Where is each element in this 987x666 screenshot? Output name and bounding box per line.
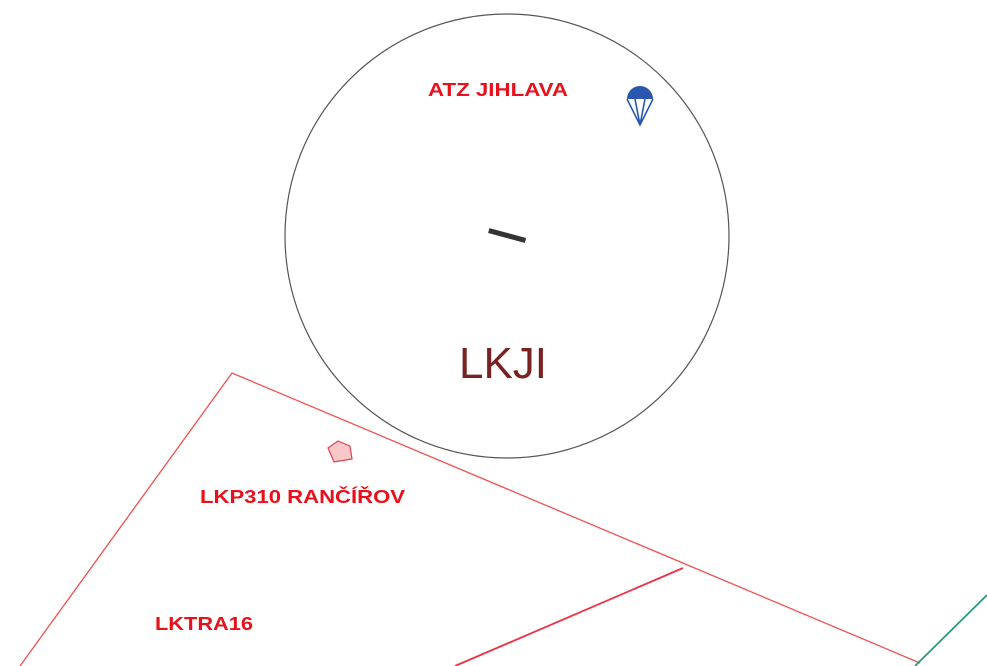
boundary-green [914, 594, 987, 666]
tra-boundary-inner [454, 567, 684, 666]
parachute-icon [626, 86, 654, 127]
atz-label: ATZ JIHLAVA [428, 80, 568, 100]
tra-boundary [19, 372, 921, 666]
runway [488, 228, 527, 243]
prohibited-label: LKP310 RANČÍŘOV [200, 486, 405, 507]
prohibited-area [327, 440, 353, 463]
airport-label: LKJI [459, 339, 547, 388]
atz-circle [284, 13, 730, 459]
tra-label: LKTRA16 [155, 614, 253, 634]
